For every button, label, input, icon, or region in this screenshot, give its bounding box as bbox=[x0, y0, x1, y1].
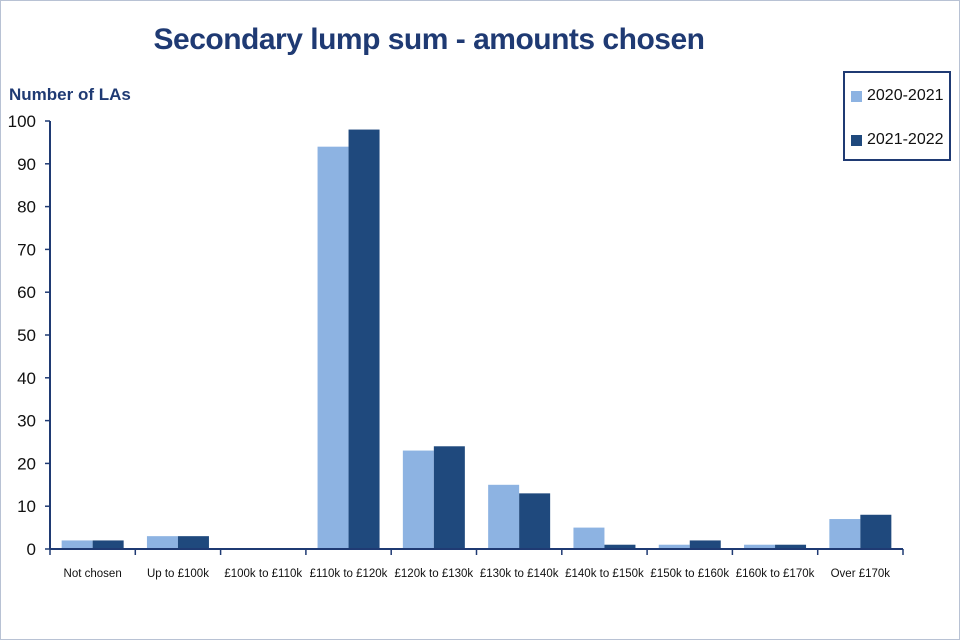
bar-series-1-4 bbox=[317, 146, 349, 549]
x-tick-label: £140k to £150k bbox=[565, 568, 644, 580]
chart-title: Secondary lump sum - amounts chosen bbox=[153, 23, 705, 56]
bar-series-1-8 bbox=[658, 544, 690, 549]
chart-legend: 2020-2021 2021-2022 bbox=[843, 71, 951, 161]
legend-swatch-series-2 bbox=[851, 134, 862, 146]
bar-series-2-8 bbox=[689, 540, 721, 549]
x-tick-label: Not chosen bbox=[64, 568, 122, 580]
x-tick-label: Over £170k bbox=[831, 568, 891, 580]
y-tick-label: 20 bbox=[17, 454, 36, 473]
bar-series-2-2 bbox=[177, 536, 209, 549]
bar-series-2-10 bbox=[860, 514, 892, 549]
y-tick-label: 80 bbox=[17, 198, 36, 217]
bar-series-1-6 bbox=[488, 484, 520, 549]
x-tick-label: £130k to £140k bbox=[480, 568, 559, 580]
y-tick-label: 0 bbox=[27, 540, 36, 559]
legend-item-series-2: 2021-2022 bbox=[851, 131, 944, 149]
bar-series-1-2 bbox=[146, 536, 178, 549]
y-tick-label: 90 bbox=[17, 155, 36, 174]
x-tick-label: Up to £100k bbox=[147, 568, 209, 580]
y-tick-label: 70 bbox=[17, 240, 36, 259]
x-tick-label: £120k to £130k bbox=[395, 568, 474, 580]
y-tick-label: 30 bbox=[17, 412, 36, 431]
bar-series-1-1 bbox=[61, 540, 93, 549]
legend-swatch-series-1 bbox=[851, 90, 862, 102]
y-tick-label: 60 bbox=[17, 283, 36, 302]
y-tick-label: 40 bbox=[17, 369, 36, 388]
bar-series-2-6 bbox=[519, 493, 551, 549]
bar-series-1-9 bbox=[744, 544, 776, 549]
bar-series-2-9 bbox=[775, 544, 807, 549]
y-tick-label: 50 bbox=[17, 326, 36, 345]
legend-item-series-1: 2020-2021 bbox=[851, 87, 944, 105]
x-tick-label: £110k to £120k bbox=[310, 568, 388, 580]
bar-series-2-7 bbox=[604, 544, 636, 549]
y-tick-label: 100 bbox=[8, 112, 36, 131]
y-tick-label: 10 bbox=[17, 497, 36, 516]
bar-series-2-5 bbox=[433, 446, 465, 549]
bar-series-2-1 bbox=[92, 540, 124, 549]
y-axis-label: Number of LAs bbox=[9, 85, 131, 104]
x-tick-label: £160k to £170k bbox=[736, 568, 815, 580]
bar-series-1-10 bbox=[829, 519, 861, 549]
bar-series-1-7 bbox=[573, 527, 605, 549]
legend-label-series-2: 2021-2022 bbox=[867, 131, 944, 148]
bar-series-2-4 bbox=[348, 129, 380, 549]
x-tick-label: £100k to £110k bbox=[224, 568, 302, 580]
x-tick-label: £150k to £160k bbox=[650, 568, 729, 580]
legend-label-series-1: 2020-2021 bbox=[867, 87, 944, 104]
bar-series-1-5 bbox=[402, 450, 434, 549]
